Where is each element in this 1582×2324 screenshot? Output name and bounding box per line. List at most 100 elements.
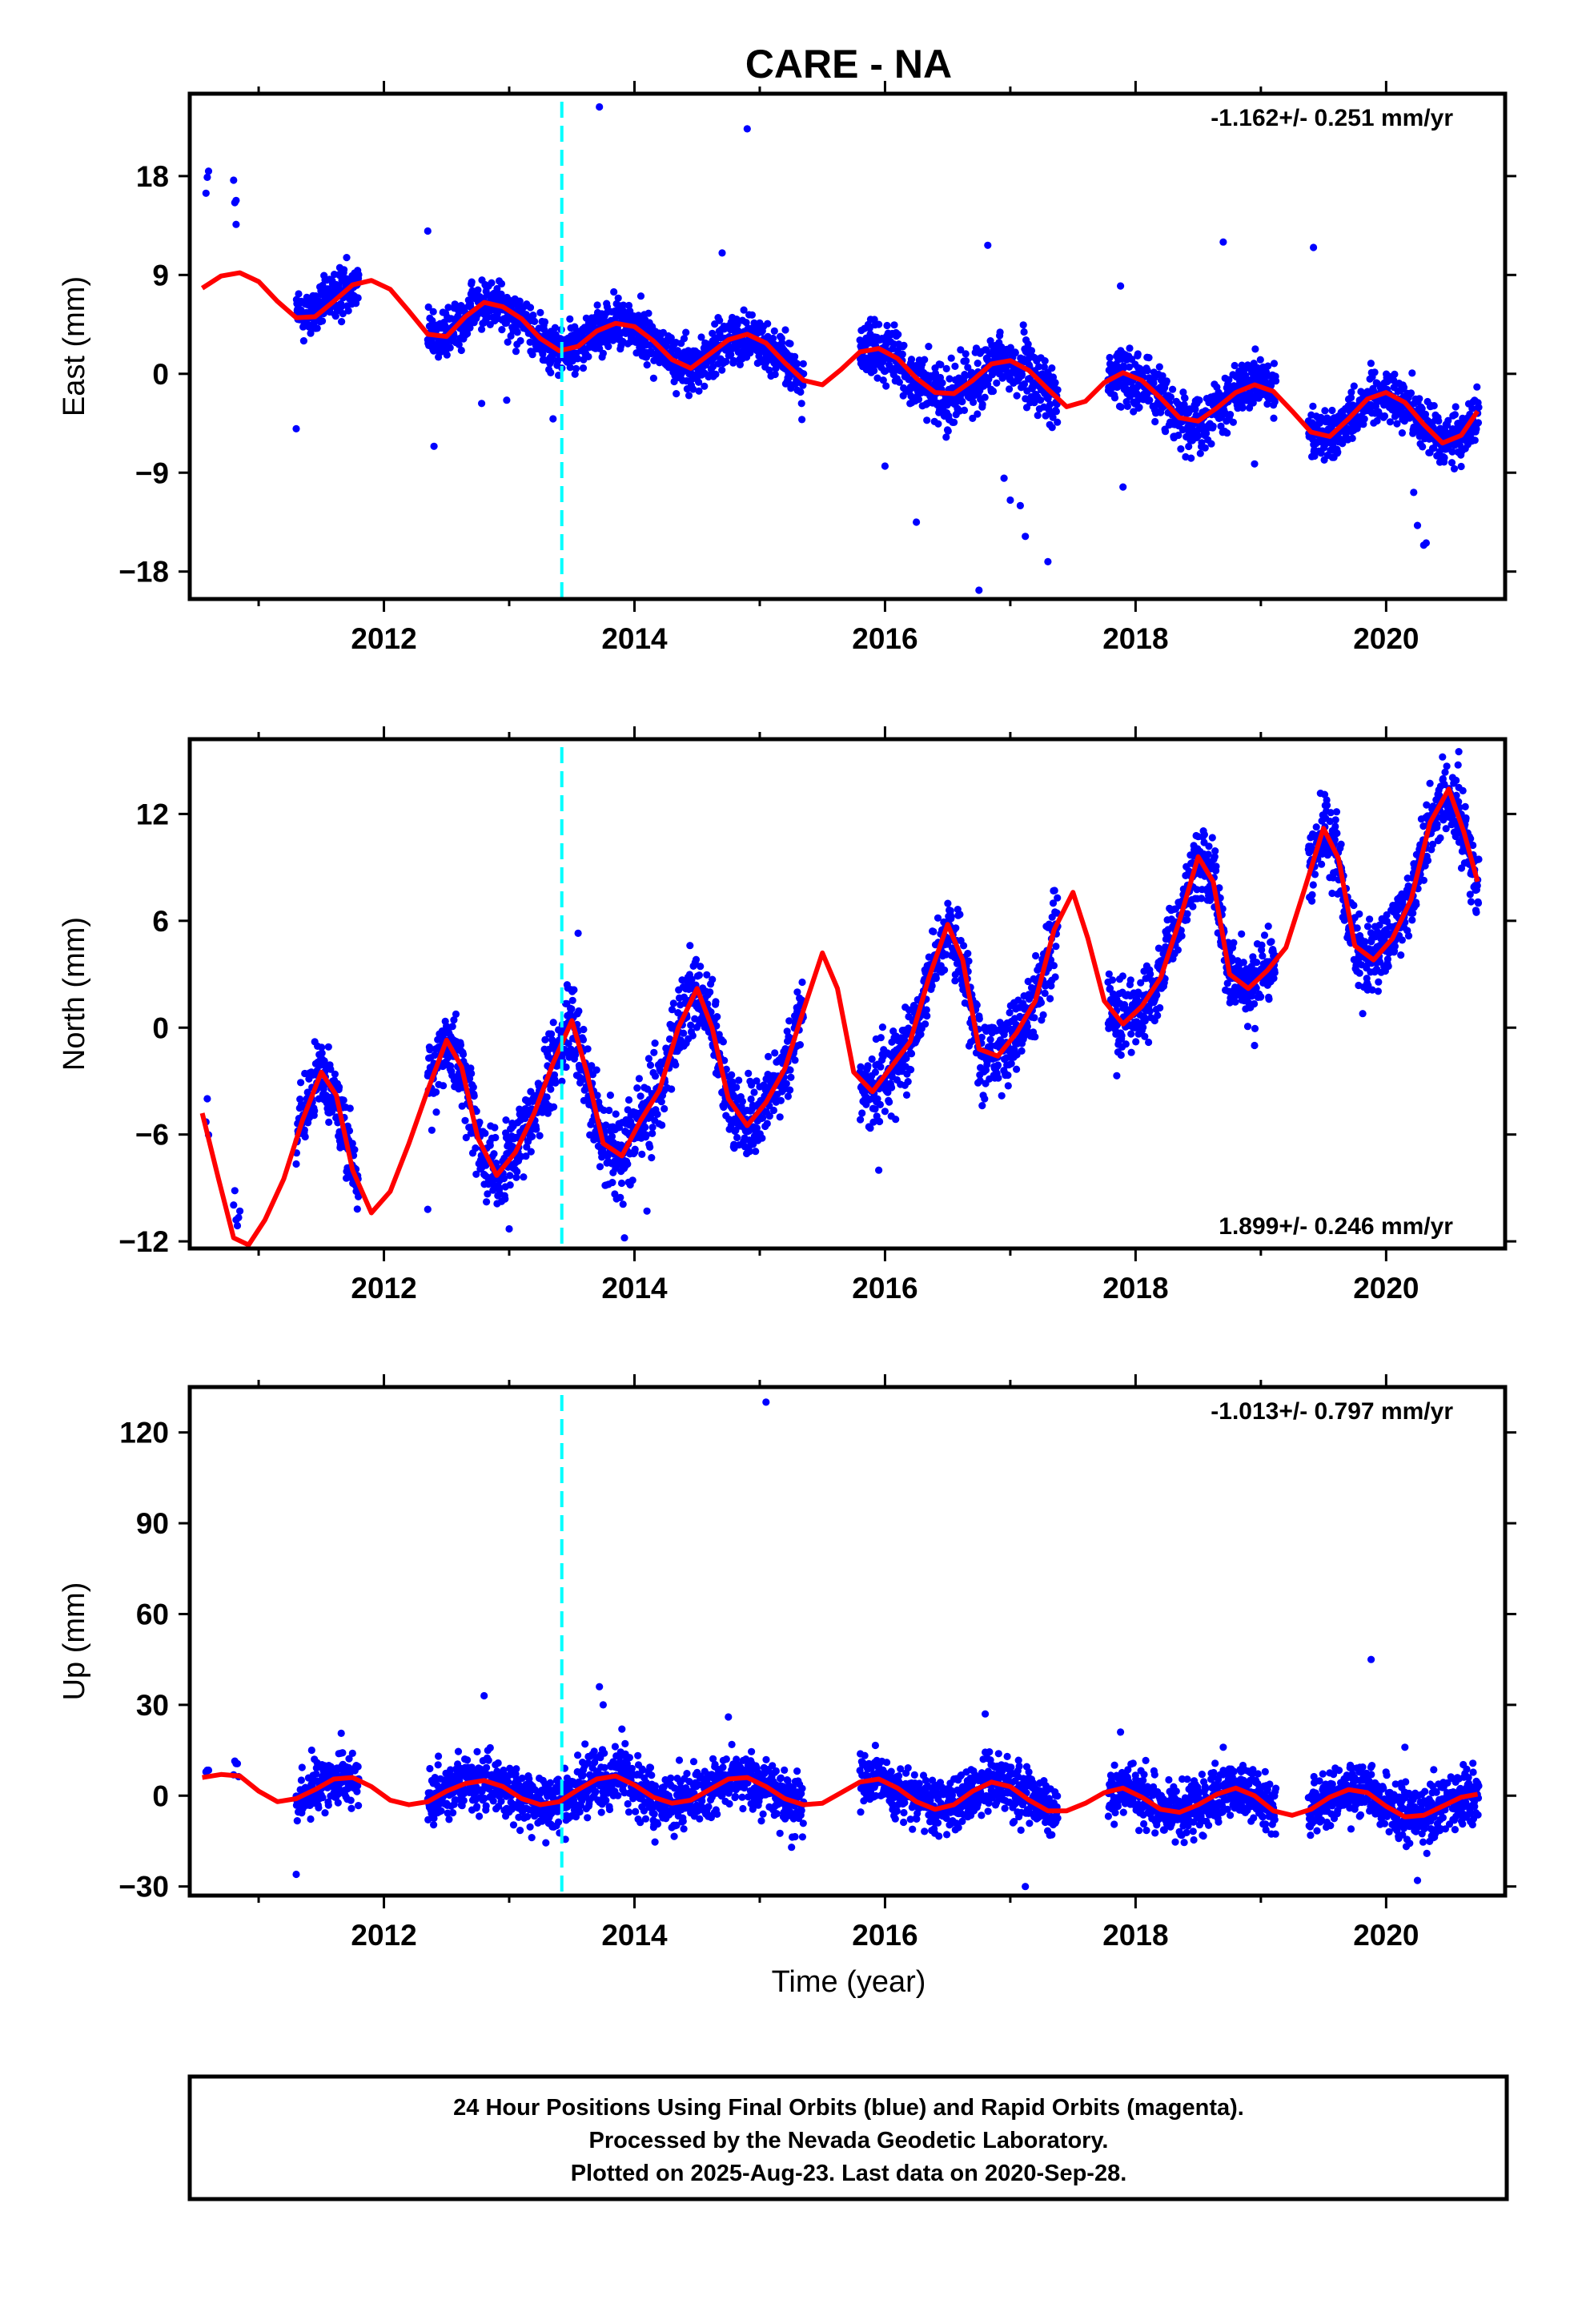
north-data-point xyxy=(235,1213,243,1221)
north-data-point xyxy=(786,1066,794,1074)
east-data-point xyxy=(1229,418,1237,426)
north-data-point xyxy=(1024,977,1032,986)
north-data-point xyxy=(564,1039,572,1047)
east-data-point xyxy=(572,364,580,372)
east-data-point xyxy=(1430,402,1438,410)
north-data-point xyxy=(1127,1030,1135,1038)
north-data-point xyxy=(857,1116,865,1124)
east-data-point xyxy=(574,355,582,363)
east-data-point xyxy=(1451,411,1459,419)
north-data-point xyxy=(973,1001,981,1009)
east-data-point xyxy=(579,364,588,372)
east-outlier-point xyxy=(881,462,889,470)
north-data-point xyxy=(791,1056,799,1064)
north-data-point xyxy=(934,914,942,922)
east-data-point xyxy=(1042,412,1050,420)
north-data-point xyxy=(348,1140,356,1148)
east-data-point xyxy=(1256,356,1264,364)
north-data-point xyxy=(695,971,704,979)
north-data-point xyxy=(233,1221,242,1230)
east-data-point xyxy=(1146,396,1154,404)
east-data-point xyxy=(1386,418,1394,426)
north-data-point xyxy=(558,1077,566,1085)
east-data-point xyxy=(1120,364,1128,372)
north-data-point xyxy=(562,1063,570,1072)
east-data-point xyxy=(900,341,908,349)
east-data-point xyxy=(1046,400,1054,408)
north-data-point xyxy=(520,1173,528,1181)
east-data-point xyxy=(667,334,675,342)
north-data-point xyxy=(777,1096,785,1104)
north-data-point xyxy=(536,1132,544,1140)
east-outlier-point xyxy=(718,249,726,257)
north-data-point xyxy=(981,1095,989,1103)
north-data-point xyxy=(512,1173,520,1181)
north-data-point xyxy=(484,1190,492,1198)
east-data-point xyxy=(1155,363,1163,371)
north-data-point xyxy=(680,1029,688,1037)
east-data-point xyxy=(1272,377,1280,385)
north-data-point xyxy=(432,1088,440,1096)
east-data-point xyxy=(498,326,506,334)
east-data-point xyxy=(355,271,363,279)
north-data-point xyxy=(753,1077,761,1085)
north-data-point xyxy=(703,971,711,979)
east-data-point xyxy=(890,321,898,329)
east-data-point xyxy=(1106,353,1114,362)
north-data-point xyxy=(1047,982,1055,990)
east-data-point xyxy=(697,333,705,341)
north-data-point xyxy=(624,1106,632,1114)
north-data-point xyxy=(738,1097,747,1105)
east-data-point xyxy=(689,385,697,393)
east-data-point xyxy=(1360,415,1368,423)
north-data-point xyxy=(758,1134,766,1142)
east-data-point xyxy=(937,360,945,368)
east-data-point xyxy=(742,319,750,327)
north-data-point xyxy=(871,1068,879,1076)
east-data-point xyxy=(504,338,512,346)
north-data-point xyxy=(483,1198,491,1206)
east-outlier-point xyxy=(1117,282,1125,290)
east-outlier-point xyxy=(1413,521,1422,529)
east-data-point xyxy=(786,340,794,348)
east-outlier-point xyxy=(424,227,432,235)
east-data-point xyxy=(1135,404,1143,412)
east-data-point xyxy=(299,337,307,345)
north-data-point xyxy=(1039,1011,1047,1019)
east-data-point xyxy=(1468,404,1476,412)
north-data-point xyxy=(956,911,964,919)
east-data-point xyxy=(682,328,690,336)
east-data-point xyxy=(232,196,240,204)
north-data-point xyxy=(324,1043,332,1051)
north-data-point xyxy=(728,1071,736,1079)
north-data-point xyxy=(624,1096,633,1104)
north-data-point xyxy=(878,1023,886,1031)
east-outlier-point xyxy=(1422,539,1430,547)
east-data-point xyxy=(539,350,547,358)
north-data-point xyxy=(876,1100,884,1108)
east-ytick-label: 0 xyxy=(152,358,169,391)
north-data-point xyxy=(606,1092,615,1100)
east-data-point xyxy=(571,370,579,378)
north-data-point xyxy=(633,1084,641,1092)
east-data-point xyxy=(443,351,451,359)
east-xtick-label: 2014 xyxy=(601,622,668,655)
east-data-point xyxy=(1264,362,1272,370)
north-data-point xyxy=(552,1079,560,1087)
east-data-point xyxy=(970,398,978,406)
east-data-point xyxy=(484,313,492,321)
north-data-point xyxy=(689,1031,697,1039)
north-data-point xyxy=(346,1104,354,1112)
east-data-point xyxy=(516,297,524,305)
north-data-point xyxy=(876,1117,884,1126)
north-data-point xyxy=(568,996,576,1004)
east-data-point xyxy=(894,331,902,339)
east-data-point xyxy=(1006,344,1014,352)
east-data-point xyxy=(680,335,689,343)
north-data-point xyxy=(543,1093,551,1101)
north-data-point xyxy=(709,975,717,983)
north-data-point xyxy=(481,1129,489,1137)
east-data-point xyxy=(1440,453,1448,462)
north-data-point xyxy=(952,924,960,932)
north-data-point xyxy=(733,1084,741,1092)
